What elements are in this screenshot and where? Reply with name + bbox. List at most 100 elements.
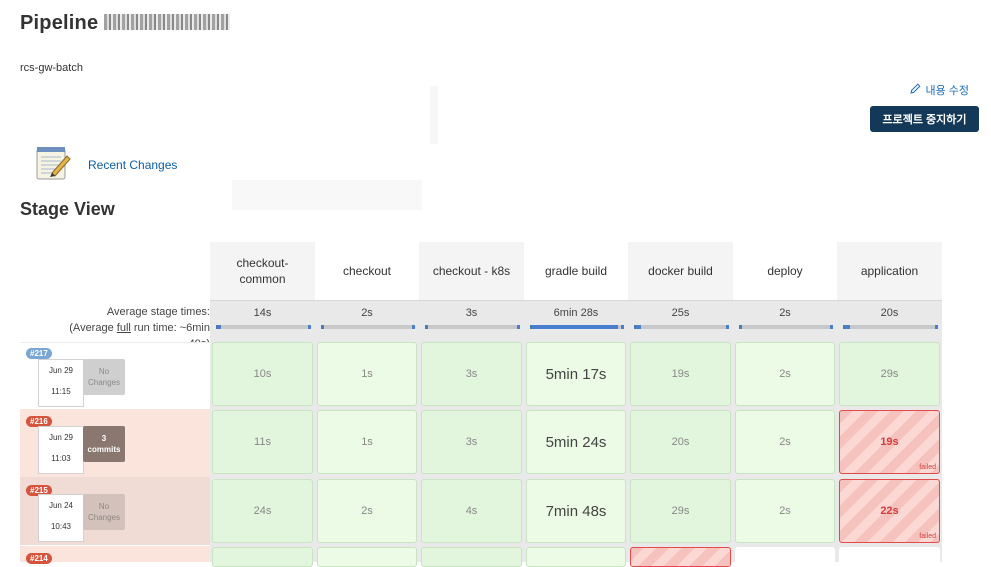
stage-cell-duration: 5min 17s [545,365,607,383]
faint-artifact [430,86,438,144]
stage-cell[interactable] [630,547,731,567]
stage-header: gradle build [524,242,628,300]
stage-average-bar-fill [845,325,850,329]
stage-average-bar [634,325,729,329]
run-badge[interactable]: #215 [26,485,52,496]
stage-cell[interactable]: 19s [630,342,731,406]
stage-cell-duration: 2s [361,505,373,517]
run-badge[interactable]: #214 [26,553,52,564]
run-changes[interactable]: No Changes [83,494,125,530]
stage-average-bar-fill [323,325,324,329]
stage-cell[interactable]: 1s [317,342,417,406]
stage-cell[interactable]: 24s [212,479,313,543]
stage-cell[interactable] [526,547,626,567]
stage-header: checkout - k8s [419,242,524,300]
stage-cell-duration: 4s [465,505,478,517]
stage-cell[interactable]: 29s [630,479,731,543]
stage-cell-empty [839,547,940,567]
stage-average-bar-end [308,325,311,329]
stage-cell[interactable]: 22s failed [839,479,940,543]
edit-description-link[interactable]: 내용 수정 [910,82,969,98]
stage-cell[interactable]: 11s [212,410,313,474]
stage-cell-duration: 19s [671,368,690,380]
run-changes[interactable]: No Changes [83,359,125,395]
faint-artifact [232,180,422,210]
stage-cell-duration: 29s [880,368,899,380]
recent-changes-link[interactable]: Recent Changes [88,157,178,172]
redacted-job-name [104,14,231,30]
job-description: rcs-gw-batch [20,62,83,74]
stage-cell[interactable]: 7min 48s [526,479,626,543]
stage-cell-duration: 2s [779,436,791,448]
stage-average-bar-fill [741,325,742,329]
stage-cell[interactable]: 10s [212,342,313,406]
stage-cell[interactable]: 3s [421,410,522,474]
run-row-214: #214 [20,546,210,564]
stage-average-time: 25s [671,307,690,319]
stage-cell-duration: 22s [880,505,899,517]
stage-cell[interactable]: 2s [735,479,835,543]
stage-average-bar-fill [532,325,618,329]
stage-cell-duration: 1s [361,368,373,380]
stage-cell[interactable]: 19s failed [839,410,940,474]
avg-label-line-2: (Average full run time: ~6min [69,322,210,334]
stage-header: deploy [733,242,837,300]
stage-cell[interactable]: 4s [421,479,522,543]
run-row-217: #217 Jun 29 11:15 No Changes [20,342,210,409]
stage-cell[interactable]: 2s [317,479,417,543]
stage-average-time: 2s [779,307,791,319]
stage-average-bar [530,325,624,329]
stage-header: checkout-common [210,242,315,300]
stage-cell[interactable]: 1s [317,410,417,474]
stage-cell-duration: 10s [253,368,272,380]
stage-average-time: 14s [253,307,272,319]
stage-average-time: 20s [880,307,899,319]
recent-changes-row: Recent Changes [34,143,177,186]
stage-average-time: 2s [361,307,373,319]
full-run-time-link[interactable]: full [116,322,131,334]
disable-project-button[interactable]: 프로젝트 중지하기 [870,106,979,132]
stage-average: 6min 28s [524,300,628,339]
stage-average-bar-end [830,325,833,329]
stage-average-bar [321,325,415,329]
stage-average: 14s [210,300,315,339]
stage-cell[interactable]: 29s [839,342,940,406]
stage-average-bar [739,325,833,329]
stage-average: 20s [837,300,942,339]
run-badge[interactable]: #216 [26,416,52,427]
stage-header: checkout [315,242,419,300]
stage-cell-duration: 2s [779,505,791,517]
stage-average: 2s [315,300,419,339]
stage-view-grid: checkout-common 14s checkout 2s checkout - k… [210,242,942,567]
page-title: Pipeline [20,12,231,35]
stage-cell[interactable]: 3s [421,342,522,406]
stage-average-bar [843,325,938,329]
stage-cell-duration: 24s [253,505,272,517]
stage-cell-duration: 19s [880,436,899,448]
stage-cell-empty [735,547,835,567]
avg-label-line-1: Average stage times: [106,306,210,318]
stage-average: 25s [628,300,733,339]
stage-cell[interactable]: 5min 17s [526,342,626,406]
edit-description-label: 내용 수정 [925,85,969,97]
stage-average-bar-fill [218,325,221,329]
stage-cell[interactable] [421,547,522,567]
failed-label: failed [919,533,936,540]
stage-average-bar [425,325,520,329]
run-changes[interactable]: 3 commits [83,426,125,462]
stage-cell[interactable]: 20s [630,410,731,474]
run-badge[interactable]: #217 [26,348,52,359]
run-date-box: Jun 29 11:03 [38,426,84,474]
stage-cell[interactable]: 2s [735,342,835,406]
stage-cell[interactable]: 5min 24s [526,410,626,474]
run-date-box: Jun 29 11:15 [38,359,84,407]
stage-cell[interactable] [317,547,417,567]
stage-cell-duration: 20s [671,436,690,448]
stage-cell-duration: 2s [779,368,791,380]
stage-cell[interactable] [212,547,313,567]
stage-average-time: 3s [465,307,478,319]
stage-average: 3s [419,300,524,339]
run-date-box: Jun 24 10:43 [38,494,84,542]
stage-header: docker build [628,242,733,300]
stage-cell[interactable]: 2s [735,410,835,474]
